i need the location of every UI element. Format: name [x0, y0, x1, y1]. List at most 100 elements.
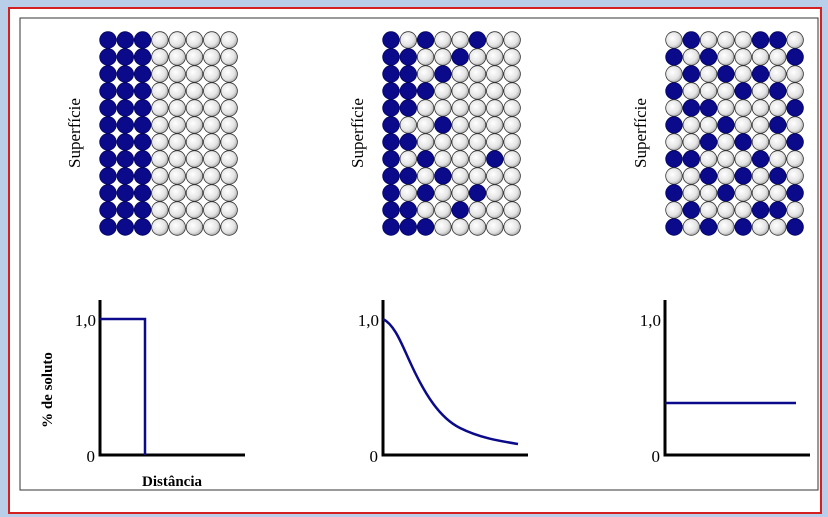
solute-atom [117, 134, 134, 151]
host-atom [752, 83, 769, 100]
solute-atom [787, 185, 804, 202]
host-atom [435, 49, 452, 66]
host-atom [152, 168, 169, 185]
y-max-label: 1,0 [358, 311, 379, 330]
solute-atom [117, 117, 134, 134]
solute-atom [666, 83, 683, 100]
solute-atom [452, 49, 469, 66]
host-atom [700, 83, 717, 100]
host-atom [469, 134, 486, 151]
host-atom [787, 66, 804, 83]
host-atom [735, 117, 752, 134]
host-atom [169, 202, 186, 219]
solute-atom [787, 100, 804, 117]
host-atom [735, 100, 752, 117]
solute-atom [134, 134, 151, 151]
host-atom [752, 134, 769, 151]
solute-atom [770, 117, 787, 134]
host-atom [487, 117, 504, 134]
y-min-label: 0 [87, 447, 96, 466]
host-atom [204, 185, 221, 202]
host-atom [435, 185, 452, 202]
host-atom [186, 219, 203, 236]
host-atom [683, 49, 700, 66]
solute-atom [383, 168, 400, 185]
solute-atom [700, 49, 717, 66]
solute-atom [100, 185, 117, 202]
host-atom [770, 134, 787, 151]
surface-label: Superfície [631, 98, 650, 168]
solute-atom [683, 66, 700, 83]
host-atom [700, 202, 717, 219]
host-atom [469, 151, 486, 168]
solute-atom [134, 100, 151, 117]
y-min-label: 0 [370, 447, 379, 466]
host-atom [666, 100, 683, 117]
host-atom [770, 100, 787, 117]
host-atom [487, 168, 504, 185]
solute-atom [134, 168, 151, 185]
solute-atom [117, 168, 134, 185]
host-atom [666, 32, 683, 49]
host-atom [204, 202, 221, 219]
host-atom [435, 32, 452, 49]
host-atom [683, 83, 700, 100]
host-atom [469, 83, 486, 100]
host-atom [469, 49, 486, 66]
host-atom [169, 168, 186, 185]
host-atom [204, 100, 221, 117]
host-atom [718, 83, 735, 100]
host-atom [400, 117, 417, 134]
host-atom [435, 202, 452, 219]
solute-atom [787, 134, 804, 151]
surface-label: Superfície [348, 98, 367, 168]
host-atom [735, 66, 752, 83]
host-atom [186, 100, 203, 117]
host-atom [169, 117, 186, 134]
surface-label: Superfície [65, 98, 84, 168]
frame [9, 8, 821, 513]
host-atom [683, 117, 700, 134]
solute-atom [735, 219, 752, 236]
host-atom [770, 49, 787, 66]
host-atom [787, 117, 804, 134]
figure: SuperfícieSuperfícieSuperfície 1,001,001… [0, 0, 828, 517]
solute-atom [400, 49, 417, 66]
host-atom [169, 151, 186, 168]
host-atom [221, 219, 238, 236]
solute-atom [134, 32, 151, 49]
host-atom [452, 134, 469, 151]
host-atom [221, 32, 238, 49]
solute-atom [383, 185, 400, 202]
host-atom [770, 151, 787, 168]
host-atom [186, 134, 203, 151]
host-atom [787, 83, 804, 100]
solute-atom [100, 219, 117, 236]
host-atom [787, 151, 804, 168]
host-atom [221, 83, 238, 100]
host-atom [204, 151, 221, 168]
host-atom [152, 100, 169, 117]
host-atom [452, 185, 469, 202]
host-atom [683, 185, 700, 202]
host-atom [752, 49, 769, 66]
host-atom [152, 185, 169, 202]
solute-atom [700, 219, 717, 236]
host-atom [700, 66, 717, 83]
solute-atom [700, 100, 717, 117]
host-atom [787, 32, 804, 49]
host-atom [186, 202, 203, 219]
host-atom [186, 83, 203, 100]
host-atom [435, 83, 452, 100]
host-atom [504, 66, 521, 83]
host-atom [169, 185, 186, 202]
y-max-label: 1,0 [75, 311, 96, 330]
solute-atom [383, 32, 400, 49]
host-atom [683, 219, 700, 236]
host-atom [666, 202, 683, 219]
solute-atom [383, 49, 400, 66]
host-atom [487, 66, 504, 83]
y-axis-title: % de soluto [40, 352, 56, 428]
solute-atom [752, 66, 769, 83]
host-atom [700, 185, 717, 202]
